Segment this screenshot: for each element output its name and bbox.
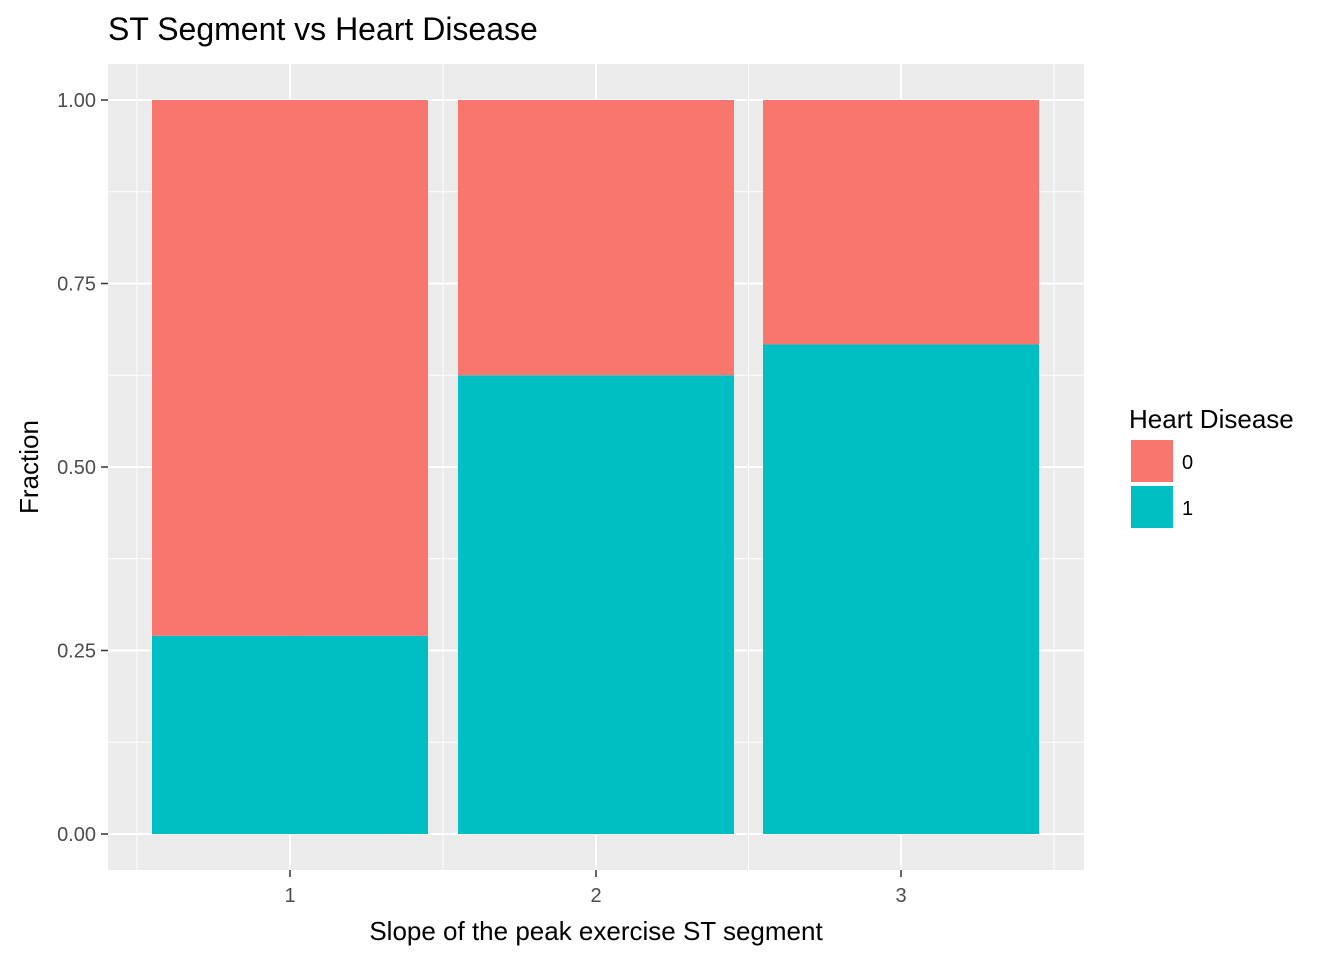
bar-2-series-1 [458,375,734,834]
legend: Heart Disease 01 [1129,404,1294,528]
y-axis-label: Fraction [14,420,44,514]
legend-key-0 [1131,440,1173,482]
bar-3-series-1 [763,344,1039,834]
bar-1-series-0 [152,100,428,636]
x-axis-label: Slope of the peak exercise ST segment [369,916,823,946]
bar-2-series-0 [458,100,734,376]
bar-stack-group [152,100,1039,834]
y-tick-label: 0.25 [57,641,96,663]
y-tick-label: 0.00 [57,824,96,846]
legend-title: Heart Disease [1129,404,1294,434]
x-tick-label: 2 [590,885,601,907]
bar-1-series-1 [152,635,428,834]
x-tick-label: 3 [895,885,906,907]
y-tick-label: 0.50 [57,457,96,479]
x-tick-label: 1 [284,885,295,907]
bar-3-series-0 [763,100,1039,345]
y-tick-label: 1.00 [57,90,96,112]
legend-items: 01 [1131,440,1193,528]
legend-key-1 [1131,486,1173,528]
y-axis: 0.00 0.25 0.50 0.75 1.00 [57,90,108,846]
y-tick-label: 0.75 [57,274,96,296]
chart-title: ST Segment vs Heart Disease [108,11,538,47]
legend-label-1: 1 [1182,498,1193,520]
legend-label-0: 0 [1182,452,1193,474]
x-axis: 1 2 3 [284,870,907,907]
